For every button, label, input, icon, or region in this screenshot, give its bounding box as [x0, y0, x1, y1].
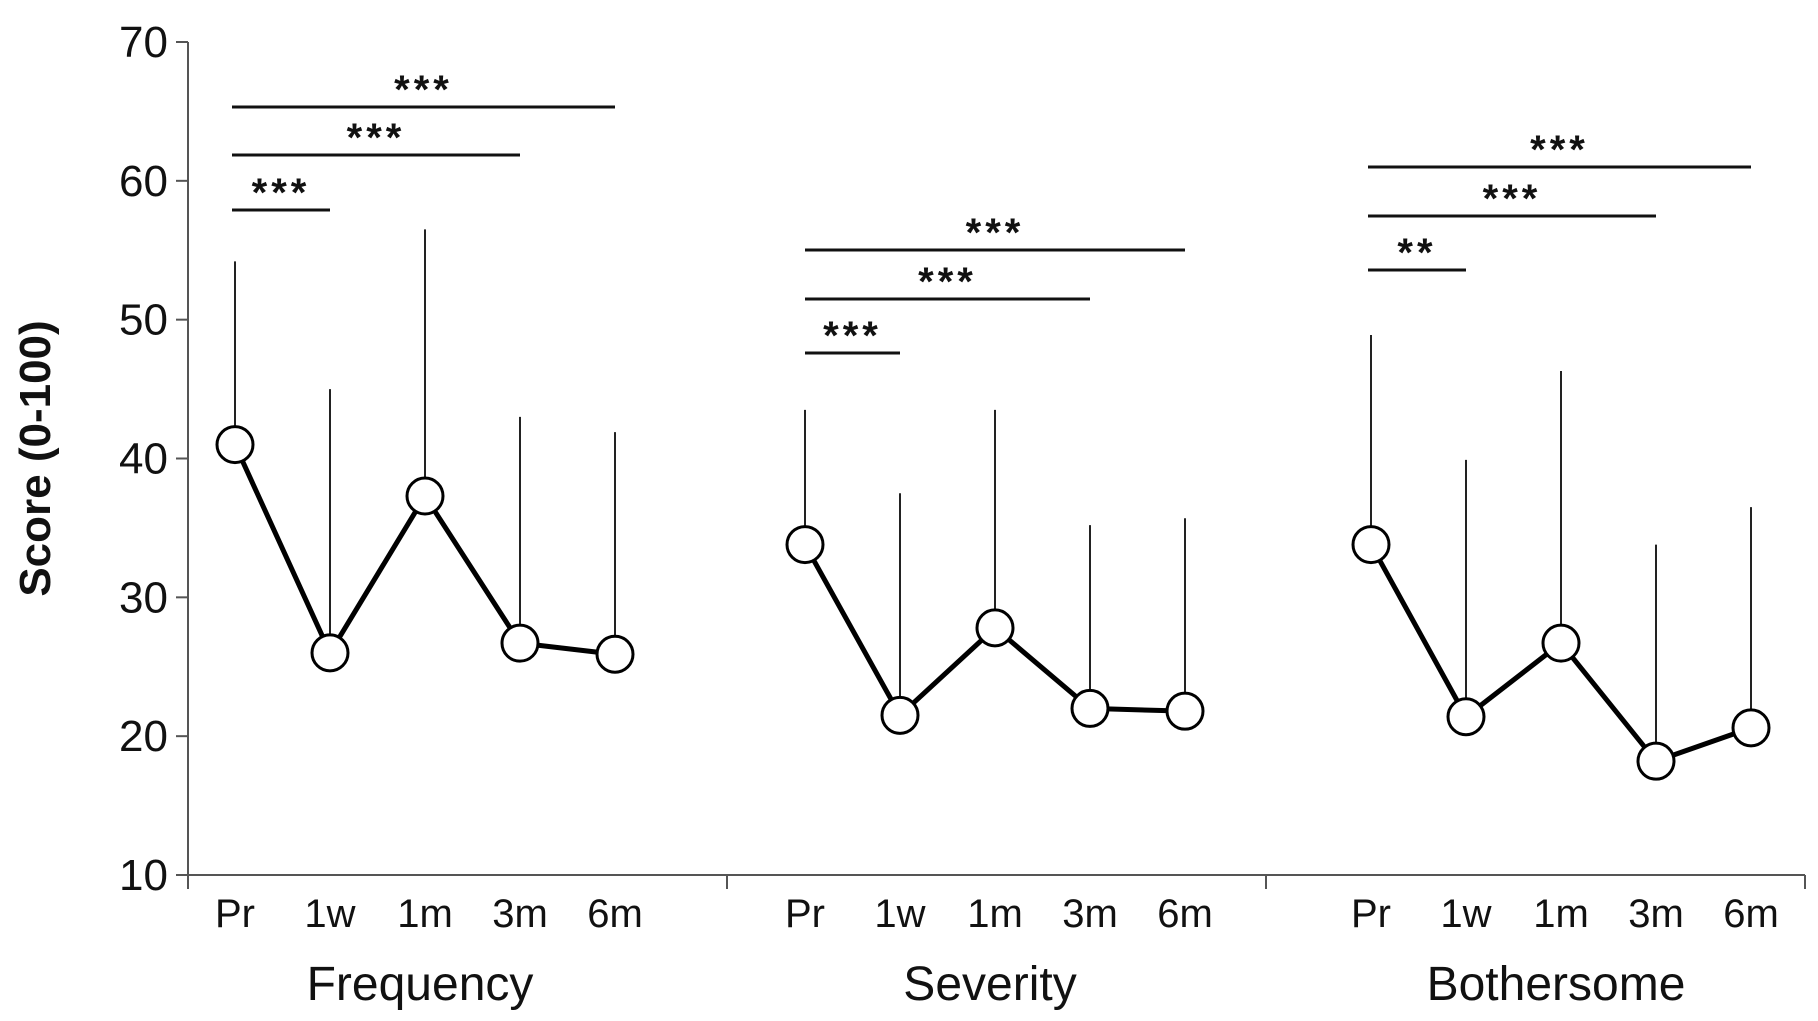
significance-brackets: ****************** ******** — [232, 68, 1751, 358]
significance-label: *** — [1530, 128, 1589, 172]
group-label: Severity — [903, 958, 1076, 1011]
x-tick-label: 1w — [874, 892, 925, 936]
x-tick-label: 3m — [1062, 892, 1118, 936]
series-lines — [232, 443, 1752, 764]
x-tick-label: 3m — [492, 892, 548, 936]
y-tick-label: 60 — [119, 157, 168, 206]
data-point — [975, 608, 1015, 648]
x-tick-label: 6m — [1723, 892, 1779, 936]
axis-labels: 10 20 30 40 50 60 70 Score (0-100) Pr 1w 1m 3m 6m Fre… — [11, 18, 1779, 1011]
data-point — [1070, 688, 1110, 728]
y-tick-label: 40 — [119, 435, 168, 484]
x-tick-label: 3m — [1628, 892, 1684, 936]
data-point — [1636, 741, 1676, 781]
data-point — [500, 623, 540, 663]
data-point — [595, 634, 635, 674]
significance-label: *** — [823, 314, 882, 358]
significance-label: *** — [394, 68, 453, 112]
significance-label: *** — [1483, 177, 1542, 221]
data-point — [310, 633, 350, 673]
group-label: Frequency — [307, 958, 534, 1011]
y-tick-label: 70 — [119, 18, 168, 67]
data-point — [1351, 525, 1391, 565]
x-tick-label: 1m — [1533, 892, 1589, 936]
error-bars — [234, 229, 1752, 762]
x-tick-label: 6m — [587, 892, 643, 936]
significance-label: *** — [347, 116, 406, 160]
y-tick-label: 30 — [119, 573, 168, 622]
significance-label: ** — [1397, 231, 1436, 275]
x-tick-label: Pr — [215, 892, 255, 936]
data-point — [1165, 691, 1205, 731]
x-tick-label: 1m — [967, 892, 1023, 936]
group-label: Bothersome — [1427, 958, 1686, 1011]
significance-label: *** — [918, 260, 977, 304]
data-point — [215, 425, 255, 465]
axes — [176, 41, 1806, 889]
data-point — [405, 476, 445, 516]
y-tick-label: 50 — [119, 296, 168, 345]
x-tick-label: 1w — [1440, 892, 1491, 936]
data-point — [1731, 708, 1771, 748]
data-point — [1541, 623, 1581, 663]
y-tick-label: 10 — [119, 851, 168, 900]
y-axis-title: Score (0-100) — [11, 320, 60, 596]
x-tick-label: Pr — [785, 892, 825, 936]
significance-label: *** — [252, 171, 311, 215]
x-tick-label: 1m — [397, 892, 453, 936]
y-tick-label: 20 — [119, 712, 168, 761]
x-tick-label: 6m — [1157, 892, 1213, 936]
data-point — [785, 525, 825, 565]
x-tick-label: 1w — [304, 892, 355, 936]
x-tick-label: Pr — [1351, 892, 1391, 936]
data-point — [880, 695, 920, 735]
data-points — [215, 425, 1771, 781]
significance-label: *** — [966, 211, 1025, 255]
data-point — [1446, 697, 1486, 737]
